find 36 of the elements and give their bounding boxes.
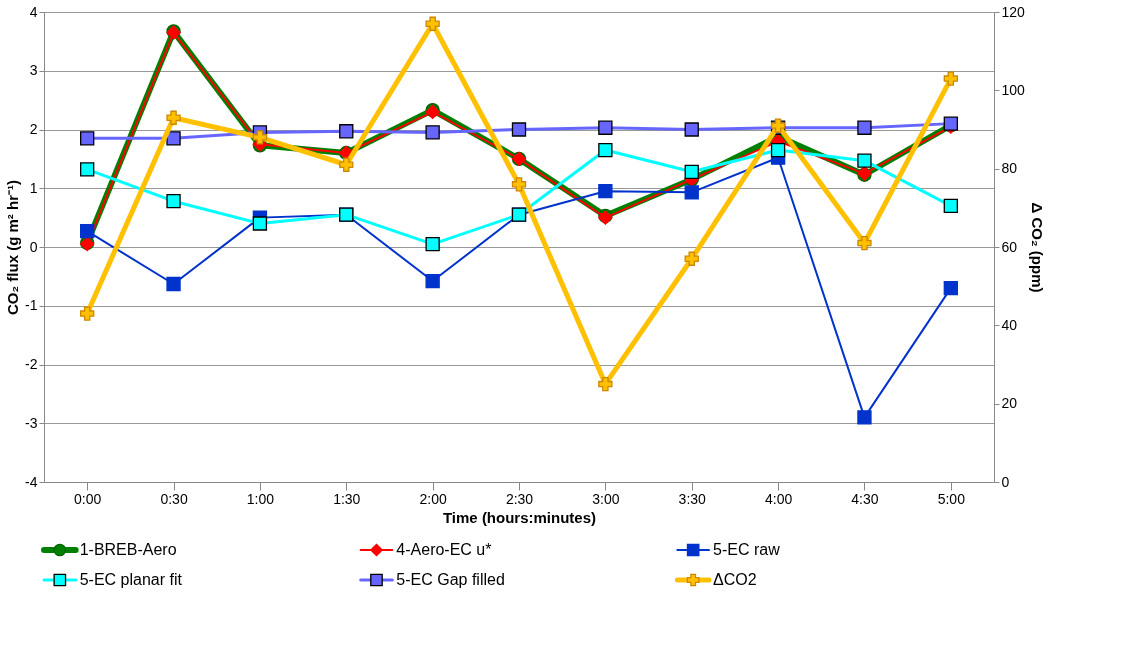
legend-label: 5-EC planar fit <box>79 571 183 588</box>
x-axis-title: Time (hours:minutes) <box>442 508 597 526</box>
y2-tick-label: 80 <box>1001 160 1018 177</box>
legend-label: 5-EC raw <box>713 541 781 558</box>
legend-label: 4-Aero-EC u* <box>396 541 492 558</box>
y-tick-label: -1 <box>25 297 38 314</box>
y-tick-label: 4 <box>29 3 38 20</box>
legend-label: ΔCO2 <box>713 571 757 588</box>
x-tick-label: 0:30 <box>160 490 188 507</box>
x-tick-label: 4:00 <box>764 490 793 507</box>
y-tick-label: 2 <box>29 121 38 137</box>
y2-tick-label: 40 <box>1001 316 1018 333</box>
y-tick-label: 1 <box>29 179 38 196</box>
x-tick-label: 5:00 <box>937 490 966 507</box>
x-tick-label: 4:30 <box>851 490 879 507</box>
legend-label: 1-BREB-Aero <box>79 541 177 558</box>
y-tick-label: -4 <box>25 473 38 490</box>
x-tick-label: 3:00 <box>592 490 620 507</box>
y2-axis-title: Δ CO₂ (ppm) <box>1028 202 1046 293</box>
y2-tick-label: 120 <box>1001 3 1026 20</box>
y-tick-label: -2 <box>25 356 38 372</box>
x-tick-label: 2:30 <box>505 490 534 507</box>
y2-tick-label: 100 <box>1001 81 1026 98</box>
x-tick-label: 1:30 <box>333 490 361 507</box>
legend-label: 5-EC Gap filled <box>396 571 505 588</box>
y-tick-label: 0 <box>29 238 38 255</box>
y-tick-label: -3 <box>25 414 38 431</box>
x-tick-label: 1:00 <box>246 490 275 507</box>
y2-tick-label: 0 <box>1001 473 1010 490</box>
y2-tick-label: 60 <box>1001 238 1018 255</box>
y2-tick-label: 20 <box>1001 395 1018 412</box>
x-tick-label: 3:30 <box>678 490 707 507</box>
y-tick-label: 3 <box>29 62 38 79</box>
x-tick-label: 2:00 <box>419 490 447 507</box>
y-axis-title: CO₂ flux (g m² hr⁻¹) <box>4 180 22 315</box>
x-tick-label: 0:00 <box>74 490 102 507</box>
